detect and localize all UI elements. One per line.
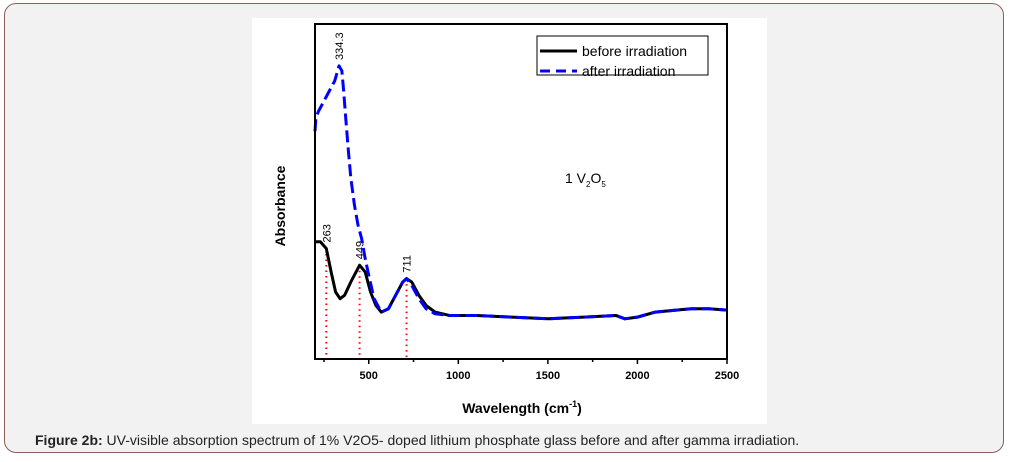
caption-label: Figure 2b: <box>35 432 103 448</box>
plot-frame <box>314 23 728 360</box>
legend-label-after: after irradiation <box>582 63 675 79</box>
caption-text: UV-visible absorption spectrum of 1% V2O… <box>102 432 800 448</box>
figure-image: 263 334.3 449 711 500 1000 1500 2000 2500 Absor… <box>252 18 767 424</box>
x-tick-label: 2000 <box>625 370 649 382</box>
peak-label: 711 <box>402 255 414 273</box>
figure-caption: Figure 2b: UV-visible absorption spectru… <box>35 432 799 448</box>
series-line-before <box>315 240 728 321</box>
x-tick-label: 1500 <box>536 370 560 382</box>
legend-label-before: before irradiation <box>582 43 687 59</box>
legend: before irradiation after irradiation <box>536 35 709 79</box>
x-tick-label: 1000 <box>446 370 470 382</box>
figure-card: 263 334.3 449 711 500 1000 1500 2000 2500 Absor… <box>4 3 1004 453</box>
peak-label: 334.3 <box>334 32 346 60</box>
sample-annotation: 1 V2O5 <box>565 170 606 189</box>
series-line-after <box>313 64 728 321</box>
y-axis-label: Absorbance <box>272 165 288 246</box>
x-axis-label: Wavelength (cm-1) <box>462 399 582 416</box>
x-tick-label: 2500 <box>715 370 739 382</box>
peak-label: 263 <box>321 224 333 242</box>
x-tick-label: 500 <box>360 370 378 382</box>
